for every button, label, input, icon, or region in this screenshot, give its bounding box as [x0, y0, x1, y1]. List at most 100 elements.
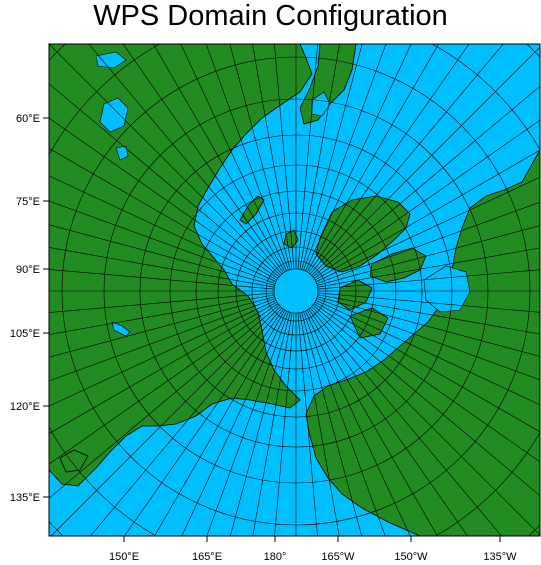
- left-tick-label: 135°E: [10, 492, 40, 504]
- bottom-axis: 150°E 165°E 180° 165°W 150°W 135°W: [109, 536, 517, 563]
- meridian-line: [50, 306, 281, 536]
- meridian-line: [49, 301, 278, 434]
- latitude-circle: [217, 212, 375, 370]
- meridian-line: [88, 44, 283, 275]
- map-title: WPS Domain Configuration: [93, 0, 448, 32]
- meridian-line: [299, 312, 340, 536]
- north-pole-circle: [273, 268, 319, 314]
- meridian-line: [306, 309, 438, 536]
- left-tick-label: 105°E: [10, 328, 40, 340]
- latitude-circle: [103, 98, 489, 484]
- meridian-line: [309, 307, 502, 536]
- meridian-line: [303, 44, 387, 271]
- meridian-line: [314, 301, 540, 433]
- left-tick-label: 75°E: [16, 196, 40, 208]
- meridian-line: [49, 296, 275, 358]
- meridian-line: [230, 312, 291, 536]
- meridian-line: [317, 225, 540, 286]
- meridian-line: [312, 304, 540, 497]
- meridian-line: [317, 294, 540, 335]
- meridian-line: [315, 300, 540, 406]
- meridian-line: [49, 224, 275, 286]
- latitude-circle: [251, 246, 341, 336]
- meridian-line: [49, 303, 279, 465]
- meridian-line: [311, 306, 540, 536]
- left-tick-label: 60°E: [16, 113, 40, 125]
- meridian-line: [301, 44, 363, 270]
- meridian-line: [49, 44, 281, 276]
- meridian-line: [49, 200, 276, 284]
- meridian-line: [316, 201, 540, 284]
- meridian-line: [252, 44, 293, 270]
- meridian-line: [317, 296, 540, 357]
- baikal-lake: [111, 321, 131, 337]
- meridian-line: [301, 312, 362, 536]
- meridian-line: [317, 247, 540, 288]
- meridian-line: [122, 44, 284, 274]
- meridian-line: [303, 311, 386, 536]
- latitude-circle: [265, 260, 327, 322]
- meridian-line: [297, 44, 318, 270]
- novaya-zemlya-land: [239, 195, 265, 225]
- meridian-line: [313, 303, 540, 463]
- meridian-line: [313, 119, 540, 279]
- meridian-line: [49, 247, 275, 288]
- bottom-tick-label: 165°W: [321, 551, 355, 563]
- bottom-tick-label: 180°: [264, 551, 287, 563]
- hudson-bay: [423, 265, 471, 313]
- bottom-tick-label: 150°E: [109, 551, 139, 563]
- bottom-tick-label: 135°W: [483, 551, 517, 563]
- meridian-line: [49, 304, 280, 499]
- meridian-line: [308, 44, 470, 274]
- meridian-line: [314, 149, 540, 281]
- latitude-circle: [61, 56, 531, 526]
- meridian-line: [315, 176, 540, 282]
- meridian-line: [154, 309, 286, 536]
- meridian-line: [124, 308, 284, 536]
- left-tick-label: 120°E: [10, 401, 40, 413]
- left-axis: 60°E 75°E 90°E 105°E 120°E 135°E: [10, 113, 49, 504]
- meridian-line: [49, 175, 277, 282]
- meridian-line: [206, 311, 289, 536]
- meridian-line: [316, 298, 540, 381]
- meridian-line: [49, 148, 278, 281]
- meridian-line: [299, 44, 340, 270]
- meridian-line: [297, 312, 318, 536]
- meridian-line: [49, 269, 275, 290]
- inland-water: [95, 51, 471, 337]
- black-sea: [95, 51, 127, 69]
- meridian-line: [49, 298, 276, 382]
- meridian-line: [311, 46, 540, 276]
- latitude-circle: [139, 134, 453, 448]
- bottom-tick-label: 150°W: [394, 551, 428, 563]
- meridian-line: [229, 44, 291, 270]
- meridian-line: [90, 307, 283, 536]
- latitude-circle: [195, 190, 397, 392]
- aral-sea: [115, 145, 129, 161]
- left-tick-label: 90°E: [16, 264, 40, 276]
- meridian-line: [305, 44, 412, 272]
- meridian-line: [312, 85, 540, 278]
- meridian-line: [49, 83, 280, 278]
- meridian-line: [274, 44, 295, 270]
- meridian-line: [317, 292, 540, 313]
- latitude-circle: [235, 230, 357, 352]
- caspian-sea: [99, 97, 129, 133]
- meridian-line: [305, 310, 411, 536]
- meridian-line: [49, 294, 275, 335]
- meridian-line: [317, 269, 540, 290]
- meridian-line: [308, 308, 468, 536]
- meridian-line: [153, 44, 286, 273]
- meridian-line: [49, 300, 277, 407]
- meridian-line: [205, 44, 289, 271]
- latitude-circle: [169, 164, 423, 418]
- meridian-line: [49, 292, 275, 313]
- bottom-tick-label: 165°E: [192, 551, 222, 563]
- meridian-line: [306, 44, 439, 273]
- meridian-line: [49, 117, 279, 279]
- meridian-line: [181, 310, 287, 536]
- map-frame: [48, 43, 541, 537]
- meridian-line: [309, 44, 504, 275]
